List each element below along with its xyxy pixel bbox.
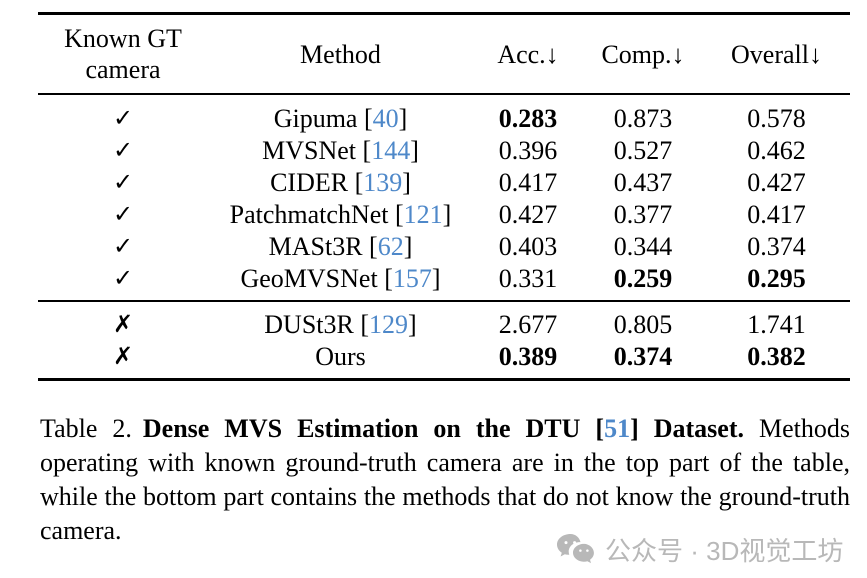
- table-header-rule: [38, 93, 850, 95]
- method-cell: GeoMVSNet [157]: [208, 263, 473, 294]
- check-icon: ✓: [112, 232, 134, 260]
- acc-value: 0.389: [498, 341, 558, 371]
- check-icon: ✓: [112, 264, 134, 292]
- header-comp: Comp.↓: [601, 39, 685, 69]
- overall-value: 0.374: [747, 231, 806, 261]
- watermark: 公众号 · 3D视觉工坊: [556, 531, 843, 568]
- comp-value: 0.374: [613, 341, 673, 371]
- comp-value: 0.437: [613, 167, 673, 197]
- comp-value: 0.527: [613, 135, 673, 165]
- header-method: Method: [300, 39, 381, 69]
- results-table: Known GT camera Method Acc.↓ Comp.↓ Over…: [38, 12, 850, 381]
- overall-value: 0.578: [747, 103, 806, 133]
- acc-value: 0.403: [498, 231, 558, 261]
- acc-value: 0.283: [498, 103, 558, 133]
- method-cell: Gipuma [40]: [208, 103, 473, 134]
- table-row: ✓ Gipuma [40] 0.283 0.873 0.578: [38, 102, 850, 134]
- table-row: ✓ CIDER [139] 0.417 0.437 0.427: [38, 166, 850, 198]
- method-name: CIDER: [270, 167, 349, 197]
- method-name: Gipuma: [273, 103, 358, 133]
- caption-label: Table 2.: [40, 414, 132, 443]
- table-row: ✓ PatchmatchNet [121] 0.427 0.377 0.417: [38, 198, 850, 230]
- check-icon: ✓: [112, 168, 134, 196]
- acc-value: 2.677: [498, 309, 558, 339]
- method-cell: CIDER [139]: [208, 167, 473, 198]
- method-name: DUSt3R: [264, 309, 354, 339]
- comp-value: 0.873: [613, 103, 673, 133]
- overall-value: 0.417: [747, 199, 806, 229]
- overall-value: 0.295: [747, 263, 806, 293]
- acc-value: 0.417: [498, 167, 558, 197]
- table-row: ✓ MVSNet [144] 0.396 0.527 0.462: [38, 134, 850, 166]
- method-cell: PatchmatchNet [121]: [208, 199, 473, 230]
- method-cell: MASt3R [62]: [208, 231, 473, 262]
- table-top-rule: [38, 12, 850, 15]
- comp-value: 0.377: [613, 199, 673, 229]
- comp-value: 0.259: [613, 263, 673, 293]
- acc-value: 0.427: [498, 199, 558, 229]
- check-icon: ✓: [112, 104, 134, 132]
- overall-value: 0.382: [747, 341, 806, 371]
- citation-link[interactable]: [62]: [362, 231, 413, 261]
- comp-value: 0.805: [613, 309, 673, 339]
- method-name: MVSNet: [262, 135, 357, 165]
- header-acc: Acc.↓: [497, 39, 559, 69]
- overall-value: 0.462: [747, 135, 806, 165]
- table-caption: Table 2. Dense MVS Estimation on the DTU …: [40, 412, 850, 548]
- method-cell: DUSt3R [129]: [208, 309, 473, 340]
- wechat-icon: [556, 533, 596, 566]
- check-icon: ✓: [112, 200, 134, 228]
- citation-link[interactable]: [139]: [348, 167, 411, 197]
- table-section-known-gt: ✓ Gipuma [40] 0.283 0.873 0.578 ✓ MVSNet…: [38, 95, 850, 300]
- overall-value: 0.427: [747, 167, 806, 197]
- citation-link[interactable]: [40]: [357, 103, 408, 133]
- citation-link[interactable]: [129]: [353, 309, 417, 339]
- citation-link[interactable]: [121]: [388, 199, 452, 229]
- watermark-text: 公众号 · 3D视觉工坊: [605, 536, 844, 566]
- citation-link[interactable]: [157]: [377, 263, 441, 293]
- check-icon: ✓: [112, 136, 134, 164]
- method-cell: MVSNet [144]: [208, 135, 473, 166]
- citation-link[interactable]: [51]: [595, 414, 639, 443]
- comp-value: 0.344: [613, 231, 673, 261]
- table-row: ✓ MASt3R [62] 0.403 0.344 0.374: [38, 230, 850, 262]
- caption-title: Dense MVS Estimation on the DTU [51] Dat…: [142, 414, 744, 443]
- table-header-row: Known GT camera Method Acc.↓ Comp.↓ Over…: [38, 15, 850, 93]
- cross-icon: ✗: [112, 342, 134, 370]
- caption-body: Methods operating with known ground-trut…: [40, 414, 850, 545]
- table-row: ✗ Ours 0.389 0.374 0.382: [38, 340, 850, 372]
- overall-value: 1.741: [747, 309, 806, 339]
- method-name: GeoMVSNet: [240, 263, 378, 293]
- table-row: ✓ GeoMVSNet [157] 0.331 0.259 0.295: [38, 262, 850, 294]
- table-bottom-rule: [38, 378, 850, 381]
- acc-value: 0.331: [498, 263, 558, 293]
- method-cell: Ours: [208, 341, 473, 372]
- header-overall: Overall↓: [731, 39, 822, 69]
- header-known-gt-camera: Known GT camera: [64, 24, 182, 84]
- citation-link[interactable]: [144]: [356, 135, 419, 165]
- cross-icon: ✗: [112, 310, 134, 338]
- table-section-unknown-gt: ✗ DUSt3R [129] 2.677 0.805 1.741 ✗ Ours …: [38, 302, 850, 378]
- acc-value: 0.396: [498, 135, 558, 165]
- method-name: Ours: [315, 341, 366, 371]
- table-row: ✗ DUSt3R [129] 2.677 0.805 1.741: [38, 308, 850, 340]
- table-section-divider-rule: [38, 300, 850, 302]
- method-name: PatchmatchNet: [229, 199, 389, 229]
- method-name: MASt3R: [268, 231, 363, 261]
